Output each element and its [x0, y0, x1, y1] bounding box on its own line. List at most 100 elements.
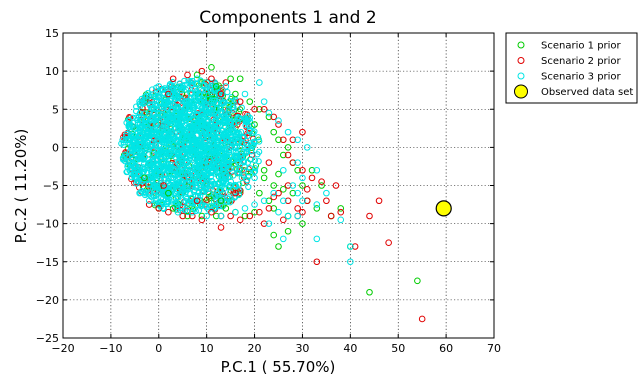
cloud-point — [246, 114, 254, 122]
cloud-point — [192, 207, 199, 215]
cloud-point — [214, 112, 222, 119]
scenario-3-prior-point — [232, 208, 239, 216]
scenario-1-prior-point — [279, 151, 287, 159]
scenario-1-prior-point — [256, 189, 263, 197]
cloud-point — [153, 169, 161, 176]
scenario-2-prior-point — [299, 128, 306, 136]
scenario-1-prior-point — [284, 144, 292, 151]
cloud-point — [230, 129, 237, 136]
scatter-points-layer — [126, 64, 452, 323]
cloud-point — [159, 110, 166, 118]
cloud-point — [220, 100, 227, 107]
cloud-point — [143, 116, 150, 124]
cloud-point — [160, 150, 167, 157]
cloud-point — [128, 151, 135, 158]
cloud-point — [216, 122, 223, 129]
scenario-3-prior-point — [174, 208, 182, 216]
scenario-1-prior-point — [270, 231, 278, 239]
cloud-point — [129, 159, 137, 166]
scenario-2-prior-point — [193, 197, 201, 205]
cloud-point — [194, 167, 201, 174]
scenario-3-prior-point — [299, 174, 306, 182]
cloud-point — [141, 145, 148, 153]
scenario-3-prior-point — [313, 235, 321, 243]
scenario-1-prior-point — [308, 166, 316, 174]
cloud-point — [185, 170, 192, 178]
legend-label: Scenario 3 prior — [541, 72, 622, 83]
cloud-point — [241, 163, 248, 171]
x-tick-label: −20 — [51, 342, 74, 355]
cloud-point — [152, 120, 160, 127]
scenario-3-prior-point — [289, 182, 297, 189]
cloud-point — [153, 161, 161, 168]
scenario-2-prior-point — [275, 121, 282, 128]
scenario-2-prior-point — [169, 75, 177, 83]
cloud-point — [207, 156, 214, 164]
cloud-point — [193, 127, 201, 134]
cloud-point — [119, 136, 126, 144]
scenario-2-prior-point — [165, 208, 172, 216]
chart-title: Components 1 and 2 — [199, 8, 376, 28]
scenario-2-prior-point — [418, 315, 426, 323]
cloud-point — [152, 141, 159, 149]
scenario-3-prior-point — [279, 197, 287, 205]
scenario-2-prior-point — [327, 212, 335, 220]
cloud-point — [222, 153, 229, 160]
cloud-point — [205, 130, 212, 137]
cloud-point — [196, 157, 203, 164]
cloud-point — [147, 159, 154, 166]
cloud-point — [229, 104, 236, 111]
cloud-point — [225, 108, 232, 115]
cloud-point — [185, 123, 193, 131]
cloud-point — [189, 177, 196, 185]
scenario-2-prior-point — [313, 258, 321, 266]
scenario-1-prior-point — [366, 288, 373, 296]
cloud-point — [158, 86, 166, 94]
scenario-1-prior-point — [208, 64, 215, 71]
cloud-point — [242, 122, 249, 129]
cloud-point — [185, 101, 192, 108]
cloud-point — [179, 133, 187, 140]
scenario-3-prior-point — [294, 136, 301, 144]
scenario-1-prior-point — [294, 166, 301, 174]
cloud-point — [198, 202, 205, 209]
scenario-1-prior-point — [236, 75, 244, 83]
cloud-point — [148, 166, 156, 173]
cloud-point — [168, 198, 176, 205]
scenario-3-prior-point — [284, 212, 292, 220]
scenario-3-prior-point — [251, 201, 258, 208]
cloud-point — [180, 145, 187, 152]
cloud-point — [187, 134, 195, 141]
scenario-1-prior-point — [299, 220, 306, 227]
cloud-point — [174, 182, 181, 189]
scenario-3-prior-point — [189, 208, 196, 216]
cloud-point — [191, 161, 198, 168]
cloud-point — [238, 139, 246, 147]
cloud-point — [132, 146, 139, 153]
scenario-2-prior-point — [351, 243, 359, 250]
legend-marker-observed — [514, 84, 528, 99]
cloud-point — [222, 118, 229, 126]
y-tick-label: −25 — [36, 332, 59, 345]
scenario-1-prior-point — [212, 83, 220, 90]
scenario-1-prior-point — [284, 227, 292, 235]
scenario-3-prior-point — [241, 205, 249, 212]
cloud-point — [210, 124, 217, 131]
cloud-point — [151, 104, 158, 112]
scenario-2-prior-point — [337, 208, 345, 216]
scenario-2-prior-point — [289, 159, 297, 166]
scenario-1-prior-point — [212, 212, 220, 220]
cloud-point — [197, 141, 205, 148]
cloud-point — [154, 147, 161, 154]
scenario-3-prior-point — [260, 98, 268, 105]
cloud-point — [237, 106, 244, 113]
cloud-point — [123, 168, 130, 176]
cloud-point — [167, 124, 175, 132]
scenario-2-prior-point — [236, 216, 244, 224]
cloud-point — [186, 108, 194, 116]
cloud-point — [152, 192, 159, 199]
cloud-point — [209, 80, 216, 87]
y-tick-label: −10 — [36, 218, 59, 231]
scenario-2-prior-point — [145, 201, 153, 208]
